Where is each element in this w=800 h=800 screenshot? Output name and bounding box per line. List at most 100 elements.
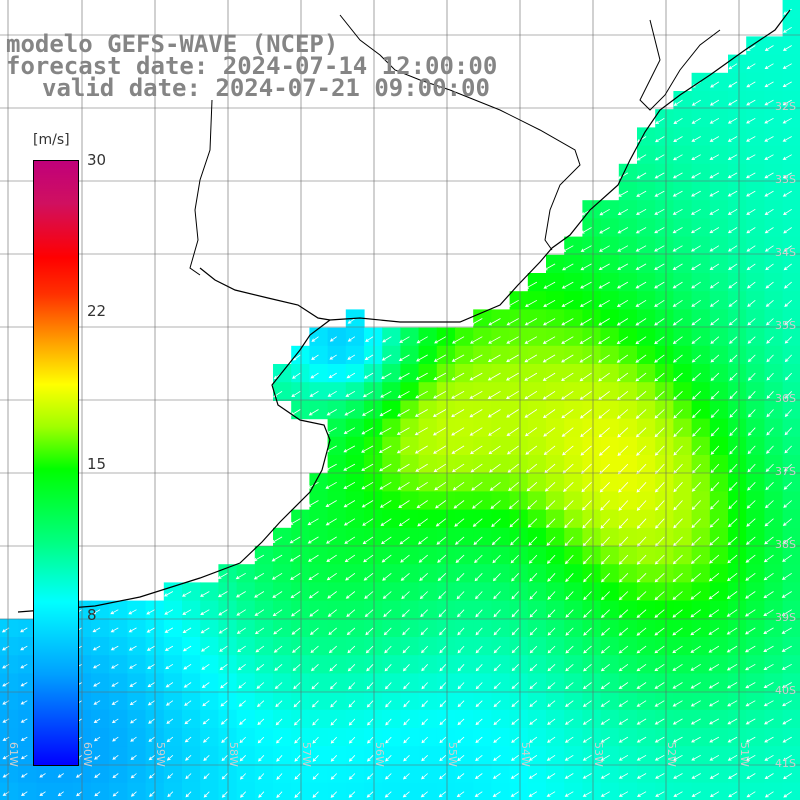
wind-cell bbox=[382, 418, 401, 438]
wind-cell bbox=[109, 618, 128, 638]
wind-arrow bbox=[439, 773, 447, 780]
wind-cell bbox=[455, 455, 474, 474]
wind-cell bbox=[709, 91, 729, 110]
wind-cell bbox=[327, 418, 347, 438]
wind-cell bbox=[600, 309, 620, 329]
wind-arrow bbox=[618, 736, 629, 743]
wind-cell bbox=[400, 491, 420, 511]
wind-arrow bbox=[598, 281, 610, 289]
wind-cell bbox=[273, 655, 292, 674]
longitude-label: 61W bbox=[7, 742, 20, 767]
wind-cell bbox=[18, 728, 37, 747]
wind-arrow bbox=[469, 390, 483, 399]
wind-arrow bbox=[616, 372, 629, 382]
wind-arrow bbox=[238, 700, 246, 707]
wind-arrow bbox=[580, 227, 592, 234]
wind-arrow bbox=[710, 318, 720, 326]
wind-arrow bbox=[237, 663, 246, 671]
wind-cell bbox=[418, 673, 438, 693]
wind-arrow bbox=[764, 81, 774, 88]
wind-arrow bbox=[292, 664, 301, 672]
wind-cell bbox=[746, 127, 765, 147]
wind-arrow bbox=[470, 445, 483, 455]
wind-cell bbox=[400, 455, 420, 474]
wind-cell bbox=[455, 673, 474, 693]
wind-cell bbox=[655, 218, 674, 238]
wind-cell bbox=[637, 309, 656, 329]
wind-arrow bbox=[598, 263, 610, 270]
wind-cell bbox=[455, 782, 474, 800]
wind-cell bbox=[455, 473, 474, 492]
wind-cell bbox=[236, 582, 256, 602]
wind-cell bbox=[673, 582, 693, 602]
wind-cell bbox=[673, 254, 693, 274]
wind-cell bbox=[764, 327, 784, 347]
wind-cell bbox=[527, 400, 547, 420]
wind-arrow bbox=[397, 463, 410, 472]
wind-arrow bbox=[383, 609, 392, 618]
wind-cell bbox=[418, 491, 438, 511]
wind-cell bbox=[436, 564, 456, 583]
wind-cell bbox=[236, 764, 256, 784]
wind-arrow bbox=[276, 736, 283, 744]
wind-arrow bbox=[563, 482, 574, 492]
wind-arrow bbox=[273, 645, 283, 653]
wind-arrow bbox=[493, 718, 501, 726]
wind-arrow bbox=[524, 409, 538, 418]
wind-arrow bbox=[328, 372, 337, 379]
wind-arrow bbox=[39, 791, 46, 796]
longitude-label: 60W bbox=[81, 742, 94, 767]
wind-arrow bbox=[379, 481, 392, 490]
wind-arrow bbox=[691, 154, 701, 160]
wind-arrow bbox=[710, 354, 720, 363]
wind-arrow bbox=[781, 572, 792, 580]
wind-arrow bbox=[599, 445, 610, 456]
wind-arrow bbox=[782, 518, 792, 526]
wind-cell bbox=[491, 673, 511, 693]
wind-cell bbox=[564, 618, 583, 638]
wind-cell bbox=[564, 673, 583, 693]
wind-arrow bbox=[709, 263, 720, 270]
wind-cell bbox=[746, 546, 765, 565]
wind-cell bbox=[546, 364, 565, 383]
wind-cell bbox=[382, 436, 401, 456]
wind-arrow bbox=[598, 336, 610, 345]
wind-cell bbox=[618, 600, 638, 620]
wind-cell bbox=[655, 400, 674, 420]
wind-arrow bbox=[601, 573, 610, 583]
wind-arrow bbox=[691, 500, 701, 510]
wind-cell bbox=[728, 163, 747, 183]
wind-arrow bbox=[544, 482, 556, 492]
wind-arrow bbox=[307, 554, 319, 562]
wind-cell bbox=[600, 382, 620, 401]
wind-cell bbox=[546, 491, 565, 511]
wind-arrow bbox=[672, 299, 683, 307]
wind-arrow bbox=[580, 427, 592, 438]
wind-arrow bbox=[635, 281, 647, 289]
wind-arrow bbox=[654, 318, 665, 326]
wind-cell bbox=[327, 345, 347, 365]
wind-cell bbox=[345, 527, 365, 547]
wind-cell bbox=[382, 455, 401, 474]
wind-arrow bbox=[654, 754, 665, 761]
wind-arrow bbox=[491, 518, 501, 528]
wind-arrow bbox=[528, 791, 538, 797]
wind-cell bbox=[382, 546, 401, 565]
wind-cell bbox=[637, 345, 656, 365]
wind-cell bbox=[400, 582, 420, 602]
wind-cell bbox=[600, 364, 620, 383]
wind-arrow bbox=[564, 773, 574, 779]
wind-arrow bbox=[469, 409, 483, 418]
wind-arrow bbox=[746, 227, 756, 234]
wind-cell bbox=[291, 673, 310, 693]
wind-arrow bbox=[348, 773, 356, 780]
wind-arrow bbox=[438, 609, 447, 618]
wind-arrow bbox=[747, 427, 756, 436]
wind-cell bbox=[728, 236, 747, 256]
wind-cell bbox=[600, 600, 620, 620]
wind-arrow bbox=[616, 281, 629, 289]
wind-arrow bbox=[783, 281, 792, 289]
wind-cell bbox=[273, 782, 292, 800]
wind-cell bbox=[618, 200, 638, 219]
wind-cell bbox=[728, 72, 747, 92]
